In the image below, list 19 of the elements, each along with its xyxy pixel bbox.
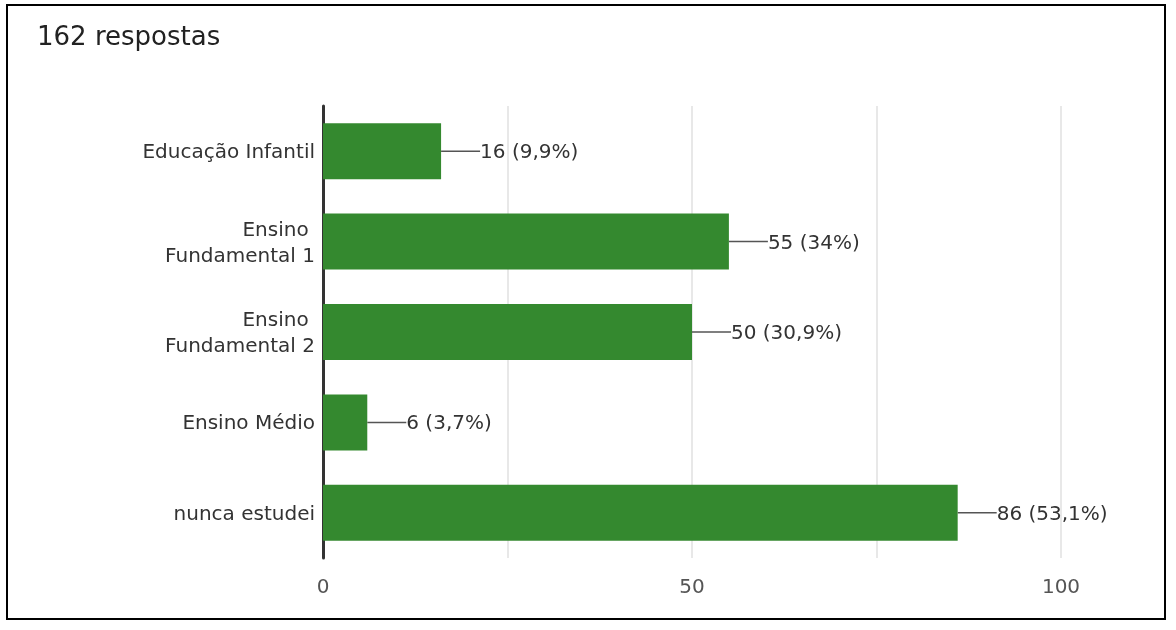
- x-tick-label: 100: [1041, 574, 1081, 598]
- bar: [323, 484, 958, 541]
- chart-title: 162 respostas: [37, 21, 221, 51]
- bar: [323, 303, 692, 361]
- y-tick-label: Ensino Fundamental 2: [165, 307, 315, 357]
- data-label: 86 (53,1%): [996, 500, 1108, 525]
- data-label: 16 (9,9%): [480, 139, 579, 164]
- y-tick-label: nunca estudei: [173, 500, 315, 525]
- y-tick-label: Ensino Médio: [182, 410, 315, 435]
- x-tick-label: 0: [316, 574, 330, 598]
- data-label: 50 (30,9%): [731, 320, 842, 344]
- y-tick-label: Educação Infantil: [142, 139, 315, 164]
- bar: [323, 123, 442, 180]
- y-tick-label: Ensino Fundamental 1: [165, 216, 315, 267]
- x-tick-label: 50: [679, 574, 705, 598]
- bar: [323, 213, 729, 270]
- data-label: 6 (3,7%): [406, 410, 492, 435]
- data-label: 55 (34%): [767, 229, 860, 254]
- bar: [323, 394, 368, 451]
